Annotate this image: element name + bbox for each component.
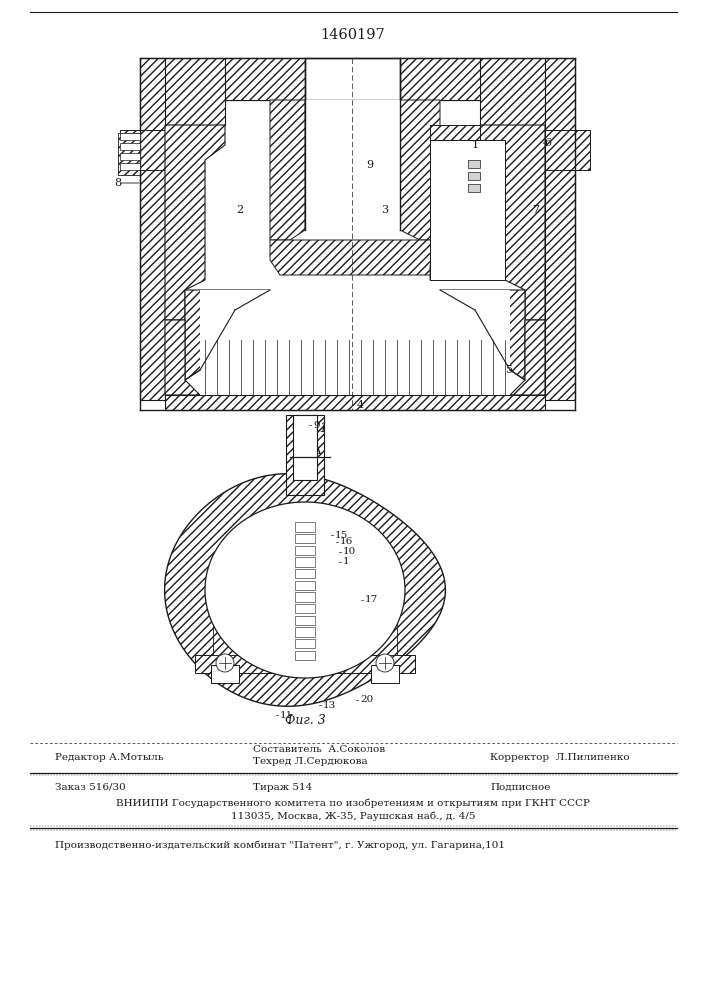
Polygon shape [430,255,480,280]
Text: Заказ 516/30: Заказ 516/30 [55,782,126,792]
Polygon shape [140,58,165,400]
Text: Тираж 514: Тираж 514 [253,782,312,792]
Bar [295,604,315,613]
Polygon shape [185,290,270,380]
Text: Фиг.1: Фиг.1 [291,422,328,434]
Bar [468,160,480,168]
Circle shape [216,654,234,672]
Polygon shape [440,145,480,165]
Polygon shape [165,395,545,410]
Polygon shape [165,320,200,395]
Bar [120,143,140,150]
Bar [120,163,140,170]
Text: ВНИИПИ Государственного комитета по изобретениям и открытиям при ГКНТ СССР: ВНИИПИ Государственного комитета по изоб… [116,798,590,808]
Text: 7: 7 [532,205,539,215]
Polygon shape [480,125,545,320]
Bar [120,133,140,140]
Bar [468,172,480,180]
Polygon shape [213,605,237,655]
Text: 1: 1 [343,558,350,566]
Bar [120,153,140,160]
Polygon shape [140,58,305,125]
Bar [295,569,315,578]
Polygon shape [400,58,545,125]
Text: Корректор  Л.Пилипенко: Корректор Л.Пилипенко [490,754,630,762]
Polygon shape [373,605,397,655]
Polygon shape [205,502,405,678]
Text: 17: 17 [365,595,378,604]
Text: 15: 15 [335,530,349,540]
Bar [468,184,480,192]
Polygon shape [440,200,480,255]
Polygon shape [545,130,590,170]
Polygon shape [315,520,337,660]
Bar [295,534,315,543]
Polygon shape [273,520,295,660]
Text: 3: 3 [382,205,389,215]
Text: 8: 8 [115,178,122,188]
Bar [295,616,315,625]
Bar [305,100,400,230]
Text: Техред Л.Сердюкова: Техред Л.Сердюкова [253,758,368,766]
Text: 6: 6 [544,138,551,148]
Text: 11: 11 [280,710,293,720]
Text: 20: 20 [360,696,373,704]
Bar [295,639,315,648]
Polygon shape [165,474,445,706]
Polygon shape [270,240,440,275]
Polygon shape [118,133,140,175]
Bar [295,581,315,590]
Text: Подписное: Подписное [490,782,550,792]
Polygon shape [225,58,305,100]
Text: 4: 4 [356,400,363,410]
Polygon shape [510,320,545,395]
Bar [305,58,400,100]
Bar [295,627,315,637]
Text: 2: 2 [236,205,244,215]
Polygon shape [270,100,305,240]
Text: Производственно-издательский комбинат "Патент", г. Ужгород, ул. Гагарина,101: Производственно-издательский комбинат "П… [55,840,505,850]
Text: 113035, Москва, Ж-35, Раушская наб., д. 4/5: 113035, Москва, Ж-35, Раушская наб., д. … [230,811,475,821]
Text: Фиг. 3: Фиг. 3 [285,714,325,726]
Bar [295,546,315,555]
Text: 16: 16 [340,538,354,546]
Polygon shape [400,100,440,240]
Text: 1: 1 [472,140,479,150]
Text: 9: 9 [313,420,320,430]
Bar [295,522,315,532]
Polygon shape [195,655,415,673]
Circle shape [376,654,394,672]
Polygon shape [440,290,525,380]
Bar [295,651,315,660]
Polygon shape [286,415,324,495]
Text: 10: 10 [343,548,356,556]
Polygon shape [120,130,165,170]
Bar [211,665,239,683]
Text: 9: 9 [366,160,373,170]
Polygon shape [545,58,575,400]
Polygon shape [400,58,480,100]
Bar [295,557,315,567]
Polygon shape [430,125,480,140]
Bar [295,592,315,602]
Bar [430,140,505,280]
Text: А-А: А-А [298,444,322,456]
Polygon shape [273,508,337,520]
Bar [293,415,317,480]
Polygon shape [165,125,225,320]
Bar [371,665,399,683]
Text: 1460197: 1460197 [321,28,385,42]
Text: Составитель  А.Соколов: Составитель А.Соколов [253,744,385,754]
Polygon shape [200,290,510,395]
Text: Редактор А.Мотыль: Редактор А.Мотыль [55,754,163,762]
Text: 5: 5 [506,365,513,375]
Text: 13: 13 [323,700,337,710]
